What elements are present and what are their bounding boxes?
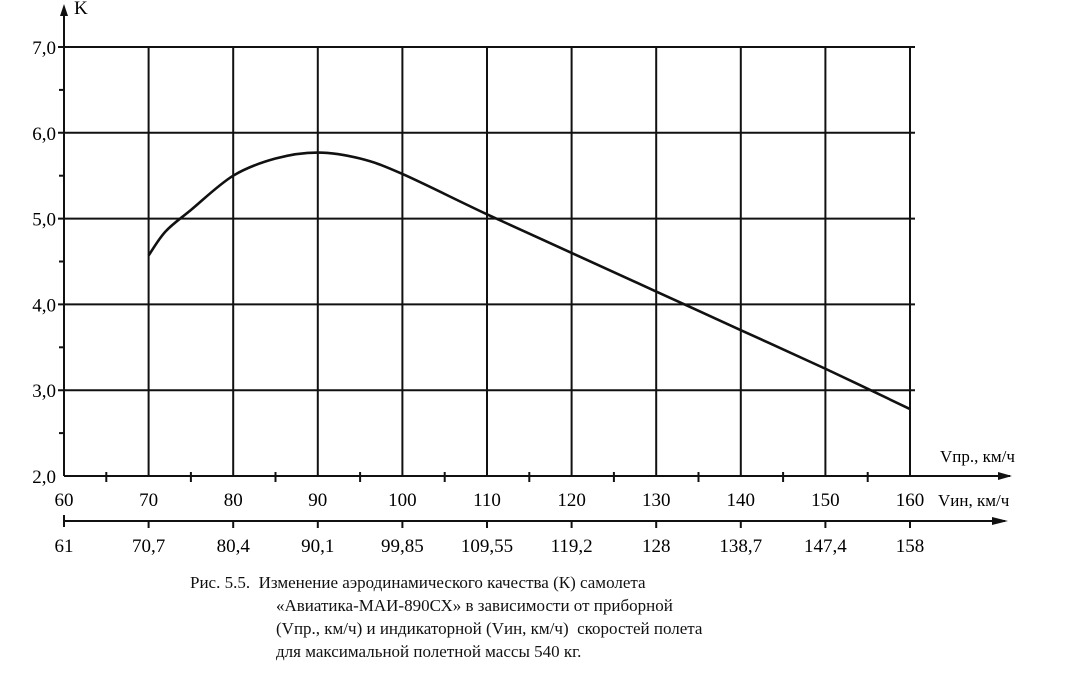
x-tick-label: 110 bbox=[473, 490, 501, 511]
y-tick-label: 7,0 bbox=[32, 38, 56, 59]
secondary-tick-label: 119,2 bbox=[551, 536, 593, 557]
x-tick-label: 120 bbox=[557, 490, 586, 511]
x-tick-label: 60 bbox=[55, 490, 74, 511]
x-tick-label: 140 bbox=[727, 490, 756, 511]
y-tick-label: 4,0 bbox=[32, 295, 56, 316]
secondary-tick-label: 147,4 bbox=[804, 536, 847, 557]
x-tick-label: 150 bbox=[811, 490, 840, 511]
y-tick-label: 3,0 bbox=[32, 381, 56, 402]
secondary-tick-label: 158 bbox=[896, 536, 925, 557]
y-axis-arrow bbox=[60, 4, 68, 16]
secondary-tick-label: 61 bbox=[55, 536, 74, 557]
secondary-tick-label: 70,7 bbox=[132, 536, 165, 557]
x-axis-arrow bbox=[998, 472, 1012, 480]
x2-axis-label: Vин, км/ч bbox=[938, 491, 1010, 510]
secondary-axis-arrow bbox=[992, 517, 1008, 525]
secondary-tick-label: 80,4 bbox=[217, 536, 251, 557]
y-tick-label: 5,0 bbox=[32, 210, 56, 231]
x-tick-label: 70 bbox=[139, 490, 158, 511]
x-tick-label: 90 bbox=[308, 490, 327, 511]
series-line bbox=[147, 151, 911, 411]
x-axis-label: Vпр., км/ч bbox=[940, 447, 1015, 466]
y-axis-label: K bbox=[74, 0, 88, 19]
secondary-tick-label: 128 bbox=[642, 536, 671, 557]
x-tick-label: 160 bbox=[896, 490, 925, 511]
caption-line-3: (Vпр., км/ч) и индикаторной (Vин, км/ч) … bbox=[276, 619, 703, 638]
x-tick-label: 130 bbox=[642, 490, 671, 511]
x-tick-label: 80 bbox=[224, 490, 243, 511]
secondary-tick-label: 90,1 bbox=[301, 536, 334, 557]
y-tick-label: 2,0 bbox=[32, 467, 56, 488]
secondary-tick-label: 138,7 bbox=[719, 536, 762, 557]
secondary-tick-label: 99,85 bbox=[381, 536, 424, 557]
caption-line-4: для максимальной полетной массы 540 кг. bbox=[276, 642, 582, 661]
caption-line-1: Рис. 5.5. Изменение аэродинамического ка… bbox=[190, 573, 646, 592]
caption-line-2: «Авиатика-МАИ-890СХ» в зависимости от пр… bbox=[276, 596, 673, 615]
x-tick-label: 100 bbox=[388, 490, 417, 511]
y-tick-label: 6,0 bbox=[32, 124, 56, 145]
secondary-tick-label: 109,55 bbox=[461, 536, 513, 557]
